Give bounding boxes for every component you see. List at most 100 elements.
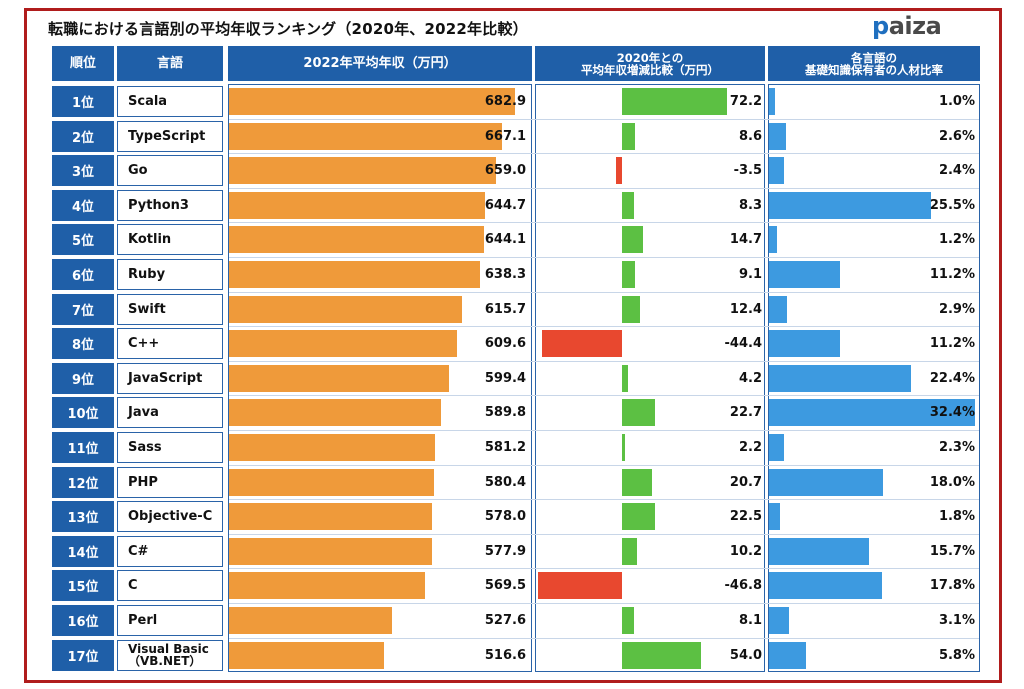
change-bar — [622, 537, 637, 565]
change-value: 10.2 — [729, 543, 762, 559]
ratio-bar — [769, 330, 841, 358]
ratio-value: 11.2% — [929, 267, 975, 282]
change-value: -46.8 — [724, 578, 762, 594]
logo-rest: aiza — [888, 12, 942, 40]
language-label: Kotlin — [117, 224, 223, 256]
change-value: 8.6 — [738, 128, 762, 144]
language-label: Python3 — [117, 189, 223, 221]
change-bar — [622, 468, 653, 496]
language-label: Java — [117, 397, 223, 429]
change-bar — [538, 572, 622, 600]
language-label: C — [117, 570, 223, 602]
salary-value: 577.9 — [484, 543, 526, 559]
language-label: Objective-C — [117, 501, 223, 533]
salary-value: 682.9 — [484, 94, 526, 109]
salary-value: 569.5 — [484, 578, 526, 594]
ratio-value: 32.4% — [929, 405, 975, 421]
row-divider — [229, 568, 979, 570]
change-value: -3.5 — [733, 163, 762, 179]
salary-value: 581.2 — [484, 440, 526, 455]
language-label: Go — [117, 155, 223, 187]
rank-label: 13位 — [52, 501, 114, 533]
change-value: 8.1 — [738, 613, 762, 628]
row-divider — [229, 187, 979, 189]
ratio-value: 1.2% — [938, 232, 975, 248]
language-label: PHP — [117, 466, 223, 498]
ratio-bar — [769, 88, 776, 115]
rank-label: 4位 — [52, 189, 114, 221]
change-bar — [622, 261, 636, 288]
ratio-column — [768, 84, 980, 672]
change-bar — [622, 191, 635, 219]
salary-value: 615.7 — [484, 301, 526, 317]
salary-bar — [229, 157, 496, 185]
salary-value: 516.6 — [484, 647, 526, 663]
change-column — [535, 84, 765, 672]
rank-label: 16位 — [52, 605, 114, 636]
language-label: Visual Basic （VB.NET） — [117, 639, 223, 671]
change-value: 4.2 — [738, 370, 762, 386]
salary-value: 580.4 — [484, 474, 526, 490]
ratio-bar — [769, 157, 785, 185]
ratio-bar — [769, 468, 884, 496]
ratio-value: 1.0% — [938, 94, 975, 109]
salary-bar — [229, 572, 426, 600]
ratio-value: 17.8% — [929, 578, 975, 594]
header-ratio-line1: 各言語の — [851, 50, 897, 65]
ratio-value: 2.9% — [938, 301, 975, 317]
salary-bar — [229, 399, 442, 427]
language-label: C# — [117, 535, 223, 567]
rank-label: 8位 — [52, 328, 114, 360]
language-label: JavaScript — [117, 362, 223, 394]
header-salary: 2022年平均年収（万円） — [228, 46, 532, 81]
change-bar — [542, 330, 622, 358]
change-value: -44.4 — [724, 336, 762, 352]
language-label: Perl — [117, 605, 223, 636]
rank-label: 1位 — [52, 86, 114, 117]
ratio-bar — [769, 226, 777, 254]
rank-label: 9位 — [52, 362, 114, 394]
language-label: Sass — [117, 432, 223, 463]
header-ratio-line2: 基礎知識保有者の人材比率 — [805, 62, 943, 77]
ratio-value: 25.5% — [929, 197, 975, 213]
change-bar — [622, 88, 727, 115]
chart-title: 転職における言語別の平均年収ランキング（2020年、2022年比較） — [48, 20, 528, 38]
ratio-value: 2.4% — [938, 163, 975, 179]
ratio-value: 22.4% — [929, 370, 975, 386]
header-rank: 順位 — [52, 46, 114, 81]
salary-value: 599.4 — [484, 370, 526, 386]
row-divider — [229, 464, 979, 466]
salary-bar — [229, 468, 434, 496]
salary-value: 578.0 — [484, 509, 526, 525]
change-value: 9.1 — [738, 267, 762, 282]
row-divider — [229, 637, 979, 639]
ratio-bar — [769, 191, 932, 219]
row-divider — [229, 603, 979, 604]
change-bar — [622, 399, 655, 427]
salary-value: 659.0 — [484, 163, 526, 179]
row-divider — [229, 257, 979, 258]
row-divider — [229, 499, 979, 501]
rank-label: 11位 — [52, 432, 114, 463]
salary-value: 589.8 — [484, 405, 526, 421]
change-value: 20.7 — [729, 474, 762, 490]
salary-bar — [229, 226, 485, 254]
change-value: 14.7 — [729, 232, 762, 248]
change-value: 54.0 — [729, 647, 762, 663]
rank-label: 15位 — [52, 570, 114, 602]
header-change-line1: 2020年との — [616, 50, 684, 65]
rank-label: 7位 — [52, 293, 114, 325]
change-value: 8.3 — [738, 197, 762, 213]
salary-bar — [229, 122, 503, 150]
salary-value: 644.7 — [484, 197, 526, 213]
language-label: TypeScript — [117, 120, 223, 152]
ratio-value: 15.7% — [929, 543, 975, 559]
ratio-bar — [769, 399, 975, 427]
rank-label: 2位 — [52, 120, 114, 152]
rank-label: 12位 — [52, 466, 114, 498]
change-bar — [622, 122, 635, 150]
change-bar — [622, 226, 644, 254]
ratio-bar — [769, 572, 883, 600]
ratio-value: 1.8% — [938, 509, 975, 525]
salary-value: 644.1 — [484, 232, 526, 248]
